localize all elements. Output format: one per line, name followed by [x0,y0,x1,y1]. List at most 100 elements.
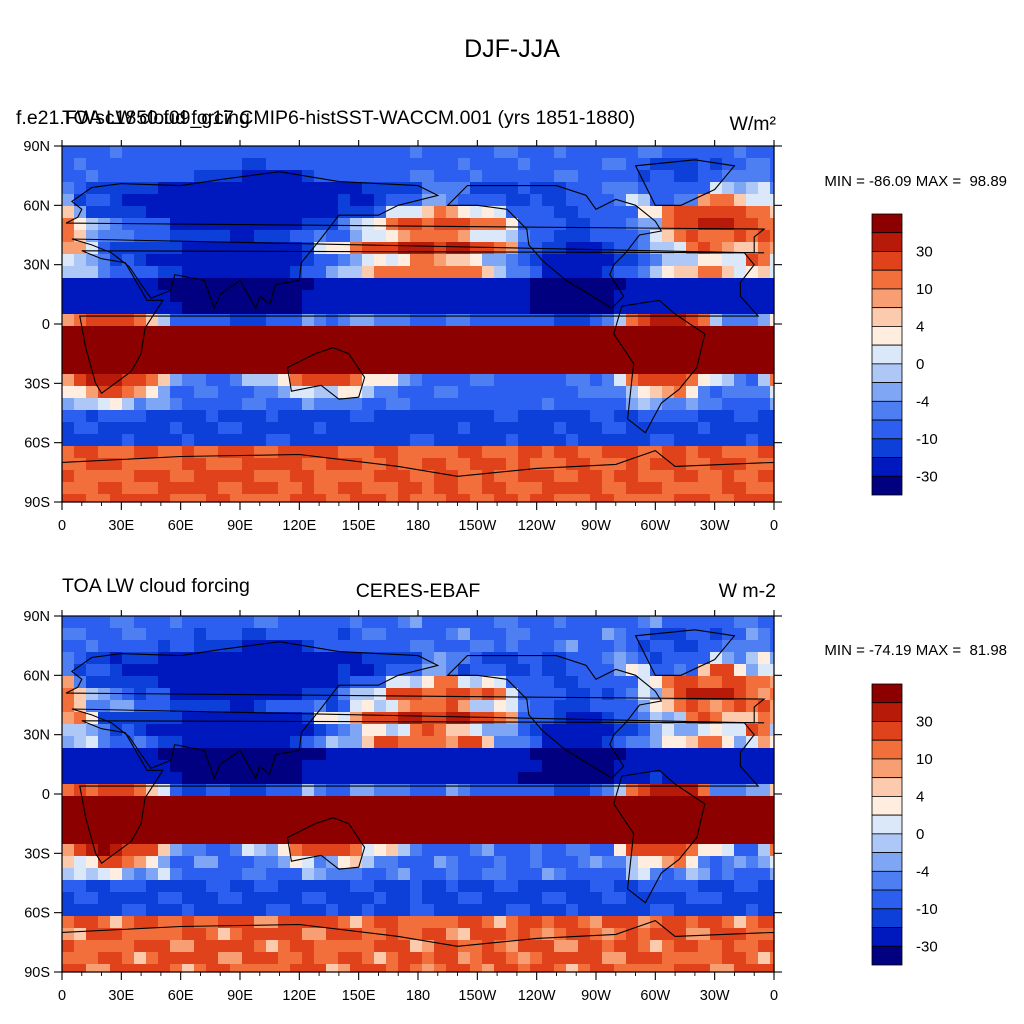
field-cell [278,700,291,713]
field-cell [62,398,75,411]
field-cell [410,736,423,749]
field-cell [542,254,555,267]
field-cell [314,952,327,965]
field-cell [530,446,543,459]
field-cell [398,856,411,869]
field-cell [626,470,639,483]
field-cell [146,206,159,219]
field-cell [230,302,243,315]
field-cell [302,964,315,973]
field-cell [278,158,291,171]
field-cell [566,158,579,171]
field-cell [398,880,411,893]
field-cell [506,494,519,503]
field-cell [650,796,663,809]
field-cell [122,856,135,869]
field-cell [386,314,399,327]
field-cell [86,494,99,503]
field-cell [170,494,183,503]
field-cell [302,398,315,411]
field-cell [314,422,327,435]
field-cell [446,398,459,411]
field-cell [482,832,495,845]
field-cell [638,398,651,411]
field-cell [410,616,423,629]
field-cell [446,410,459,423]
field-cell [290,664,303,677]
field-cell [290,458,303,471]
field-cell [242,254,255,267]
field-cell [662,904,675,917]
x-tick-label: 30E [108,518,134,534]
field-cell [314,362,327,375]
field-cell [230,434,243,447]
field-cell [710,254,723,267]
field-cell [482,772,495,785]
field-cell [614,820,627,833]
field-cell [686,652,699,665]
field-cell [746,640,759,653]
field-cell [170,314,183,327]
field-cell [218,182,231,195]
field-cell [542,170,555,183]
field-cell [470,494,483,503]
field-cell [770,712,775,725]
field-cell [266,470,279,483]
field-cell [770,146,775,159]
field-cell [110,640,123,653]
field-cell [674,470,687,483]
field-cell [686,206,699,219]
field-cell [206,170,219,183]
field-cell [722,338,735,351]
field-cell [746,494,759,503]
field-cell [194,302,207,315]
field-cell [710,640,723,653]
field-cell [530,470,543,483]
field-cell [554,796,567,809]
field-cell [62,338,75,351]
field-cell [218,266,231,279]
field-cell [482,338,495,351]
field-cell [434,856,447,869]
field-cell [254,398,267,411]
field-cell [446,964,459,973]
field-cell [86,784,99,797]
field-cell [446,904,459,917]
field-cell [650,616,663,629]
field-cell [698,736,711,749]
field-cell [494,218,507,231]
field-cell [566,796,579,809]
field-cell [266,242,279,255]
field-cell [218,338,231,351]
field-cell [542,868,555,881]
field-cell [686,964,699,973]
field-cell [170,940,183,953]
field-cell [266,194,279,207]
field-cell [770,916,775,929]
field-cell [326,398,339,411]
field-cell [422,254,435,267]
field-cell [86,916,99,929]
field-cell [362,338,375,351]
field-cell [590,964,603,973]
field-cell [230,676,243,689]
field-cell [698,748,711,761]
field-cell [254,796,267,809]
field-cell [242,242,255,255]
field-cell [62,916,75,929]
field-cell [98,326,111,339]
field-cell [698,146,711,159]
field-cell [758,808,771,821]
field-cell [746,374,759,387]
field-cell [686,928,699,941]
field-cell [98,664,111,677]
field-cell [590,230,603,243]
field-cell [134,362,147,375]
field-cell [758,880,771,893]
field-cell [158,374,171,387]
field-cell [638,302,651,315]
field-cell [74,278,87,291]
panel-2-x-axis: 0 30E 60E 90E 120E 150E 180 150W 120W 90W 60W 30W 0 [58,610,778,1004]
field-cell [458,628,471,641]
field-cell [470,446,483,459]
